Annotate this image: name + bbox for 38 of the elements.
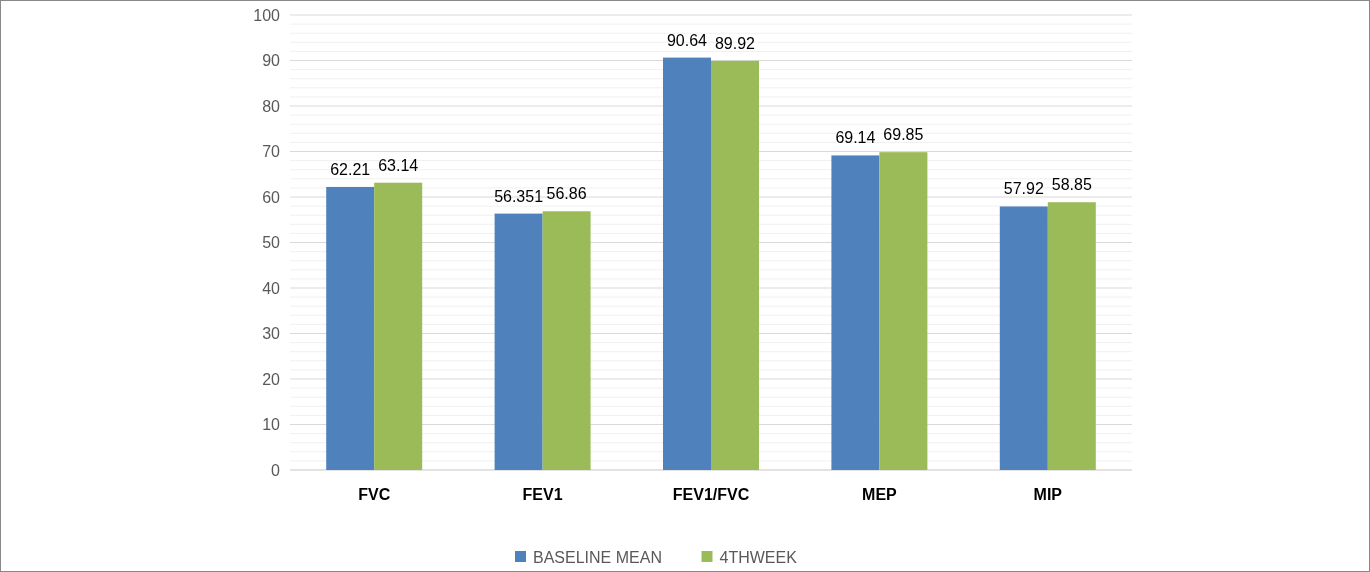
bar (831, 155, 880, 470)
y-tick-label: 50 (262, 234, 281, 252)
bar (711, 60, 759, 470)
bar (494, 213, 543, 470)
x-tick-label: FVC (358, 486, 391, 503)
data-label: 89.92 (714, 34, 756, 52)
y-tick-label: 70 (262, 143, 281, 161)
y-tick-label: 20 (262, 370, 281, 388)
bar (542, 211, 591, 470)
legend-label: BASELINE MEAN (533, 548, 662, 566)
data-label: 69.85 (883, 126, 924, 144)
y-tick-label: 0 (271, 461, 281, 479)
data-label: 62.21 (330, 160, 371, 178)
data-label: 58.85 (1051, 176, 1092, 194)
bar (326, 186, 375, 470)
x-tick-label: MEP (862, 486, 898, 503)
bar (879, 152, 928, 470)
x-tick-label: MIP (1033, 486, 1063, 503)
legend-label: 4THWEEK (719, 548, 798, 566)
y-tick-label: 30 (262, 325, 281, 343)
data-label: 57.92 (1003, 180, 1044, 198)
data-label: 63.14 (378, 156, 419, 174)
bar (1047, 202, 1096, 470)
bar (663, 57, 711, 470)
y-tick-label: 90 (262, 52, 281, 70)
data-label: 56.86 (546, 185, 587, 203)
y-tick-label: 10 (262, 416, 281, 434)
data-label: 90.64 (666, 31, 708, 49)
y-tick-label: 80 (262, 97, 281, 115)
bar (999, 206, 1048, 470)
bar (374, 182, 423, 470)
x-tick-label: FEV1 (522, 486, 563, 503)
y-tick-label: 60 (262, 188, 281, 206)
data-label: 69.14 (835, 129, 876, 147)
y-tick-label: 100 (253, 6, 281, 24)
y-tick-label: 40 (262, 279, 281, 297)
x-tick-label: FEV1/FVC (672, 486, 750, 503)
data-label: 56.351 (494, 187, 544, 205)
